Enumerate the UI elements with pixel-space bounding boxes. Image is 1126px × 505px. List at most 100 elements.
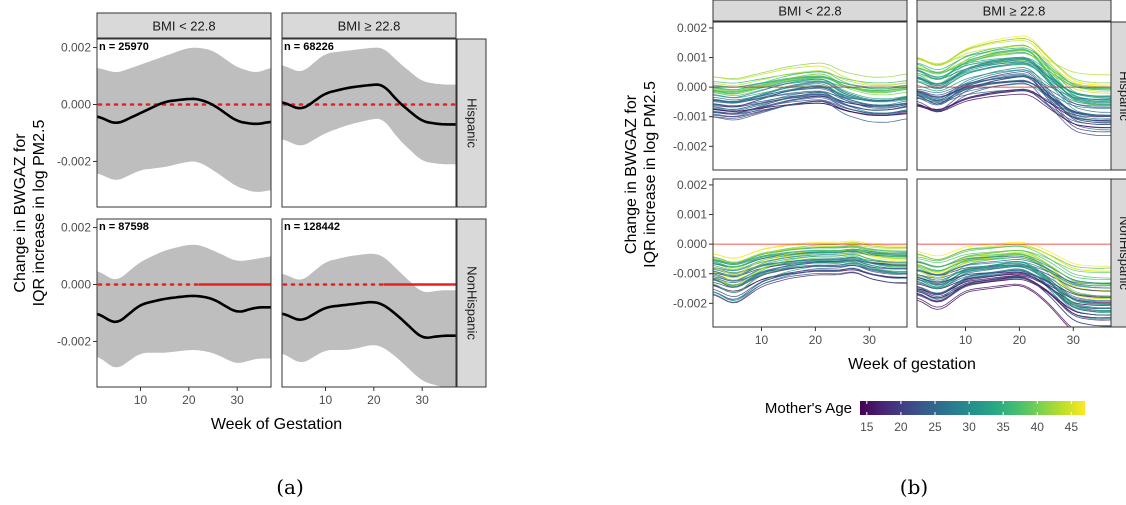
age-curve: [713, 90, 907, 107]
age-curve: [713, 265, 907, 300]
panel-border: [96, 38, 272, 208]
age-curve: [713, 240, 907, 259]
age-curve: [917, 251, 1111, 285]
y-tick-label: -0.002: [57, 154, 91, 168]
panel-border: [916, 21, 1112, 171]
age-curve: [917, 285, 1070, 327]
subfigure-label: (b): [900, 475, 928, 499]
x-tick-label: 10: [319, 393, 333, 407]
x-tick-label: 20: [182, 393, 196, 407]
age-curve: [713, 73, 907, 95]
age-curve: [917, 257, 1111, 289]
legend-tick-label: 20: [894, 420, 908, 434]
age-curve: [713, 65, 907, 86]
age-curve: [713, 70, 907, 87]
y-tick-label: 0.002: [677, 178, 707, 192]
y-axis-title-line: IQR increase in log PM2.5: [642, 81, 659, 268]
y-tick-label: -0.001: [673, 267, 707, 281]
age-curve: [713, 91, 907, 102]
x-tick-label: 10: [755, 333, 769, 347]
age-curve: [917, 80, 1111, 116]
y-tick-label: 0.002: [61, 41, 91, 55]
x-tick-label: 10: [134, 393, 148, 407]
row-strip-label-1: NonHispanic: [465, 266, 480, 340]
y-tick-label: -0.001: [673, 110, 707, 124]
legend-title: Mother's Age: [765, 400, 852, 417]
age-curve: [917, 252, 1111, 286]
y-tick-label: 0.002: [677, 21, 707, 35]
age-curve: [917, 245, 1111, 279]
sample-size-label: n = 128442: [284, 221, 340, 233]
sample-size-label: n = 25970: [99, 41, 149, 53]
age-curve: [917, 264, 1111, 308]
age-curve: [917, 49, 1111, 106]
age-curve: [713, 259, 907, 277]
x-axis-title: Week of Gestation: [211, 416, 342, 433]
row-strip-1: [456, 218, 487, 388]
age-curve: [713, 249, 907, 268]
age-curve: [917, 254, 1111, 299]
y-tick-label: 0.000: [61, 277, 91, 291]
age-curve: [713, 262, 907, 288]
age-curve: [917, 45, 1111, 88]
age-curve: [917, 37, 1111, 84]
x-tick-label: 10: [959, 333, 973, 347]
age-curve: [917, 76, 1111, 107]
y-axis-title-line: IQR increase in log PM2.5: [31, 120, 48, 307]
y-tick-label: 0.000: [61, 97, 91, 111]
age-curve: [713, 267, 907, 294]
chart-a: BMI < 22.8 BMI ≥ 22.8 Hispanic NonHispanic n…: [12, 12, 487, 499]
panel-border: [281, 38, 457, 208]
panel-border: [916, 178, 1112, 328]
age-curve: [917, 61, 1111, 97]
legend-tick-label: 25: [928, 420, 942, 434]
age-curve: [713, 244, 907, 263]
age-curve: [713, 70, 907, 91]
age-curve: [917, 241, 1111, 267]
age-curve: [713, 271, 907, 301]
y-tick-label: 0.002: [61, 221, 91, 235]
curve-group: [917, 35, 1111, 136]
legend-tick-label: 15: [860, 420, 874, 434]
age-curve: [917, 59, 1111, 102]
legend-tick-label: 45: [1065, 420, 1079, 434]
col-strip-0: [712, 0, 908, 22]
estimate-line: [281, 300, 456, 340]
age-curve: [713, 100, 907, 123]
age-curve: [917, 63, 1111, 104]
estimate-line: [96, 97, 272, 126]
age-curve: [917, 71, 1111, 126]
y-tick-label: 0.000: [677, 237, 707, 251]
age-curve: [713, 88, 907, 106]
age-curve: [713, 95, 907, 114]
age-curve: [917, 269, 1111, 313]
y-tick-label: 0.000: [677, 80, 707, 94]
age-curve: [713, 254, 907, 278]
curve-group: [713, 240, 907, 304]
age-curve: [713, 257, 907, 276]
row-strip-label-1: NonHispanic: [1117, 216, 1126, 290]
age-curve: [917, 271, 1111, 298]
col-strip-label-0: BMI < 22.8: [778, 4, 841, 19]
col-strip-label-1: BMI ≥ 22.8: [983, 4, 1046, 19]
y-tick-label: -0.002: [57, 334, 91, 348]
sample-size-label: n = 68226: [284, 41, 334, 53]
age-curve: [917, 259, 1111, 287]
x-tick-label: 20: [1013, 333, 1027, 347]
panel-2: [712, 178, 908, 328]
panel-1: n = 68226: [281, 38, 457, 208]
sample-size-label: n = 87598: [99, 221, 149, 233]
age-curve: [713, 251, 907, 266]
age-curve: [713, 249, 907, 275]
panel-border: [712, 21, 908, 171]
x-tick-label: 30: [863, 333, 877, 347]
age-curve: [917, 275, 1111, 306]
panel-border: [96, 218, 272, 388]
age-curve: [713, 93, 907, 108]
x-axis-title: Week of gestation: [848, 356, 976, 373]
age-curve: [713, 262, 907, 302]
col-strip-1: [916, 0, 1112, 22]
age-curve: [917, 58, 1111, 117]
age-curve: [917, 255, 1111, 285]
